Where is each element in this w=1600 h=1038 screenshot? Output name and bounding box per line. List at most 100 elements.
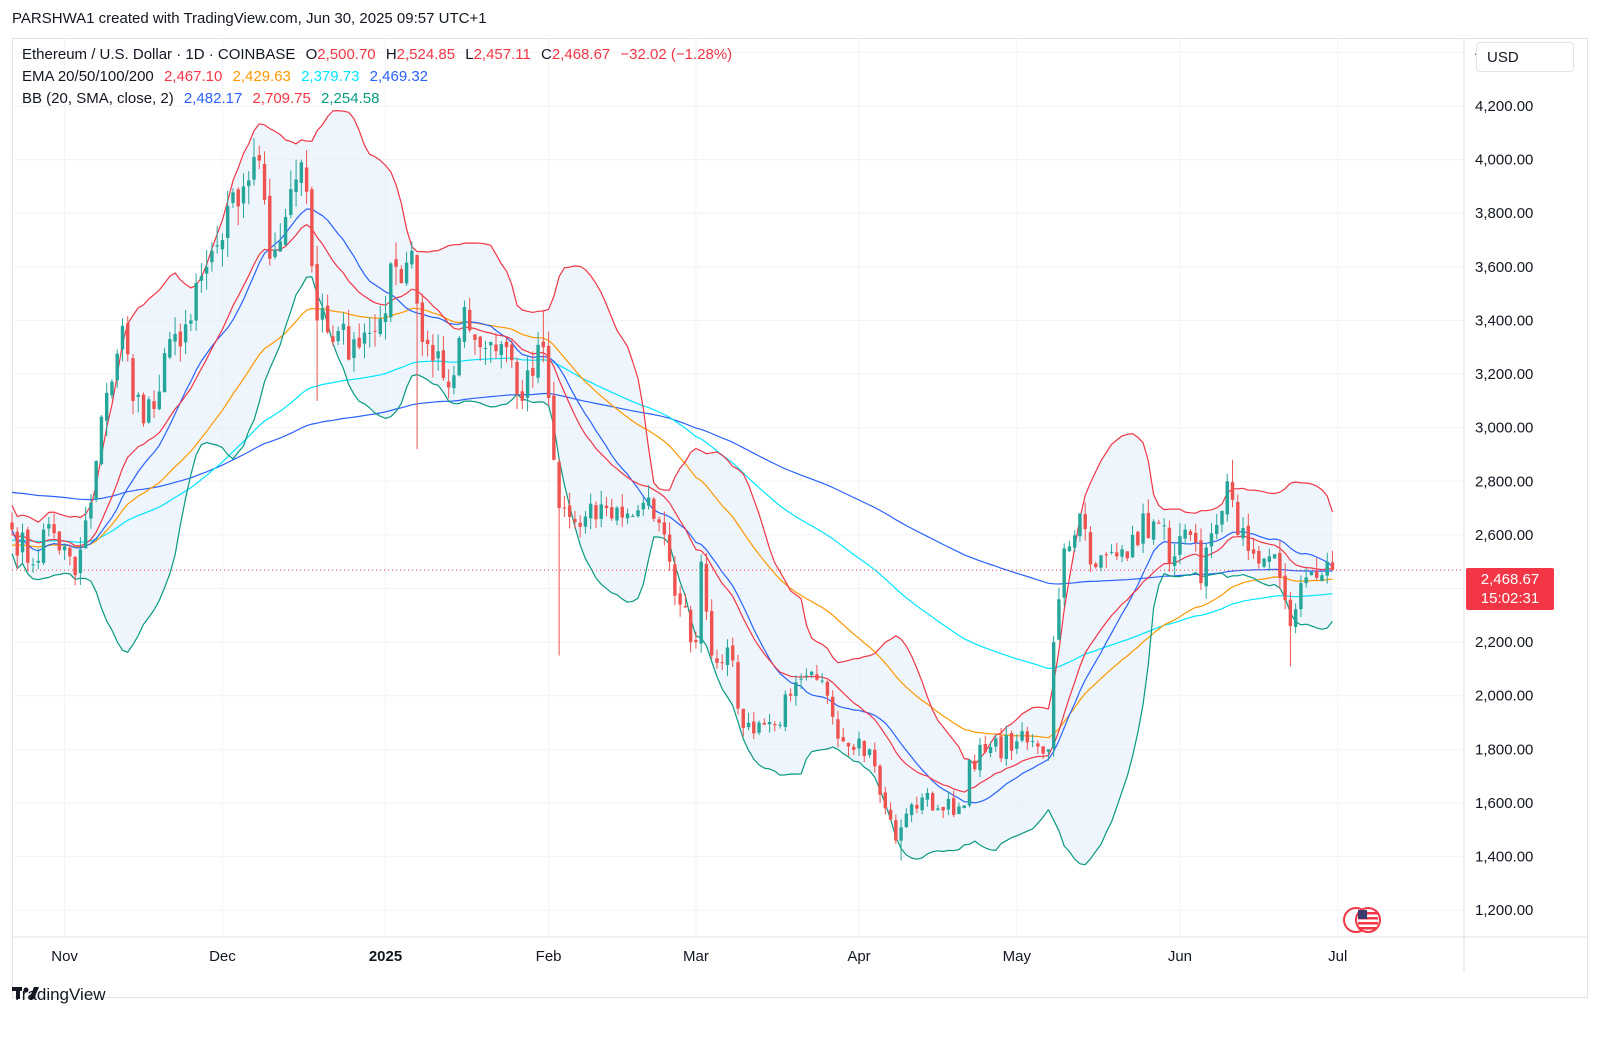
- bb-lower-line: [11, 276, 1333, 866]
- currency-button[interactable]: USD: [1476, 42, 1574, 72]
- candle-body: [1141, 513, 1145, 544]
- candle-body: [1257, 550, 1261, 564]
- candle-body: [362, 332, 367, 344]
- time-tick-label: 2025: [369, 948, 402, 965]
- chart-attribution: PARSHWA1 created with TradingView.com, J…: [12, 10, 487, 27]
- candle-body: [1246, 525, 1251, 551]
- candle-body: [68, 547, 72, 557]
- candle-body: [147, 399, 151, 423]
- candle-body: [199, 275, 204, 281]
- bb-basis-value: 2,482.17: [183, 90, 243, 107]
- last-price-value: 2,468.67: [1480, 571, 1540, 588]
- candle-body: [157, 391, 162, 410]
- candle-body: [152, 401, 156, 409]
- ema-label[interactable]: EMA 20/50/100/200: [22, 68, 154, 85]
- candle-body: [973, 760, 977, 770]
- candle-body: [283, 216, 288, 246]
- candle-body: [967, 760, 972, 806]
- candle-body: [1325, 561, 1329, 576]
- open-label: O: [305, 46, 318, 63]
- candle-body: [94, 460, 98, 500]
- candle-body: [641, 502, 646, 510]
- candle-body: [951, 798, 956, 815]
- ema100-line: [11, 357, 1333, 670]
- candle-body: [1030, 740, 1035, 742]
- bb-basis-line: [11, 208, 1333, 804]
- candle-body: [1215, 524, 1219, 534]
- candle-body: [220, 240, 225, 250]
- candle-body: [394, 259, 398, 267]
- candle-body: [836, 719, 840, 739]
- candle-body: [110, 381, 114, 396]
- ema-legend-row: EMA 20/50/100/200 2,467.10 2,429.63 2,37…: [22, 66, 732, 88]
- price-tick-label: 3,600.00: [1475, 259, 1533, 276]
- candle-body: [241, 186, 246, 204]
- candle-body: [978, 744, 982, 771]
- candle-body: [1193, 532, 1198, 543]
- candle-body: [47, 524, 51, 529]
- candle-body: [194, 282, 198, 321]
- candle-body: [41, 529, 46, 563]
- candle-body: [846, 742, 851, 747]
- candle-body: [1272, 554, 1277, 559]
- candle-body: [625, 513, 630, 519]
- candle-body: [467, 309, 472, 331]
- bb-label[interactable]: BB (20, SMA, close, 2): [22, 90, 174, 107]
- candle-body: [1099, 555, 1103, 568]
- candle-body: [1115, 552, 1119, 557]
- candle-body: [1046, 749, 1051, 752]
- tradingview-logo[interactable]: TradingView: [12, 985, 106, 1005]
- candle-body: [1199, 540, 1203, 584]
- candle-body: [120, 325, 125, 350]
- candle-body: [909, 804, 914, 816]
- candle-body: [915, 805, 919, 809]
- candle-body: [1204, 547, 1208, 587]
- candle-body: [852, 746, 856, 750]
- candle-body: [946, 798, 951, 810]
- candle-body: [1299, 583, 1303, 610]
- candle-body: [594, 505, 598, 520]
- candlestick-series: [10, 138, 1335, 861]
- candle-body: [10, 522, 14, 530]
- change-value: −32.02 (−1.28%): [620, 46, 733, 63]
- candle-body: [31, 564, 35, 566]
- candle-body: [204, 266, 209, 274]
- candle-body: [173, 333, 177, 342]
- candle-body: [731, 645, 735, 661]
- ema20-line: [11, 224, 1333, 793]
- candle-body: [536, 344, 540, 378]
- candle-body: [425, 339, 430, 345]
- candle-body: [294, 179, 298, 193]
- candle-body: [1041, 746, 1045, 754]
- candle-body: [178, 331, 183, 347]
- candle-body: [415, 255, 419, 304]
- candle-body: [352, 339, 356, 358]
- candle-body: [652, 498, 656, 519]
- candle-body: [741, 708, 745, 728]
- candle-body: [1183, 529, 1187, 539]
- ema200-value: 2,469.32: [369, 68, 429, 85]
- ema20-value: 2,467.10: [163, 68, 223, 85]
- candle-body: [1230, 482, 1235, 500]
- candle-body: [441, 350, 446, 378]
- candle-body: [78, 549, 83, 573]
- candle-body: [268, 195, 272, 259]
- candle-body: [1125, 551, 1130, 559]
- candle-body: [210, 250, 214, 263]
- candle-body: [1236, 502, 1240, 535]
- candle-body: [1015, 741, 1019, 749]
- candle-body: [368, 332, 372, 334]
- candle-body: [1293, 609, 1298, 627]
- us-flag-icon[interactable]: [1342, 905, 1384, 935]
- candle-body: [583, 516, 588, 527]
- time-tick-label: Apr: [847, 948, 870, 965]
- candle-body: [1136, 531, 1140, 546]
- candle-body: [357, 337, 361, 348]
- symbol-name[interactable]: Ethereum / U.S. Dollar · 1D · COINBASE: [22, 46, 296, 63]
- candle-body: [788, 693, 793, 696]
- candle-body: [1251, 549, 1256, 554]
- candle-body: [183, 324, 188, 343]
- candle-body: [383, 313, 388, 323]
- candle-body: [657, 519, 661, 523]
